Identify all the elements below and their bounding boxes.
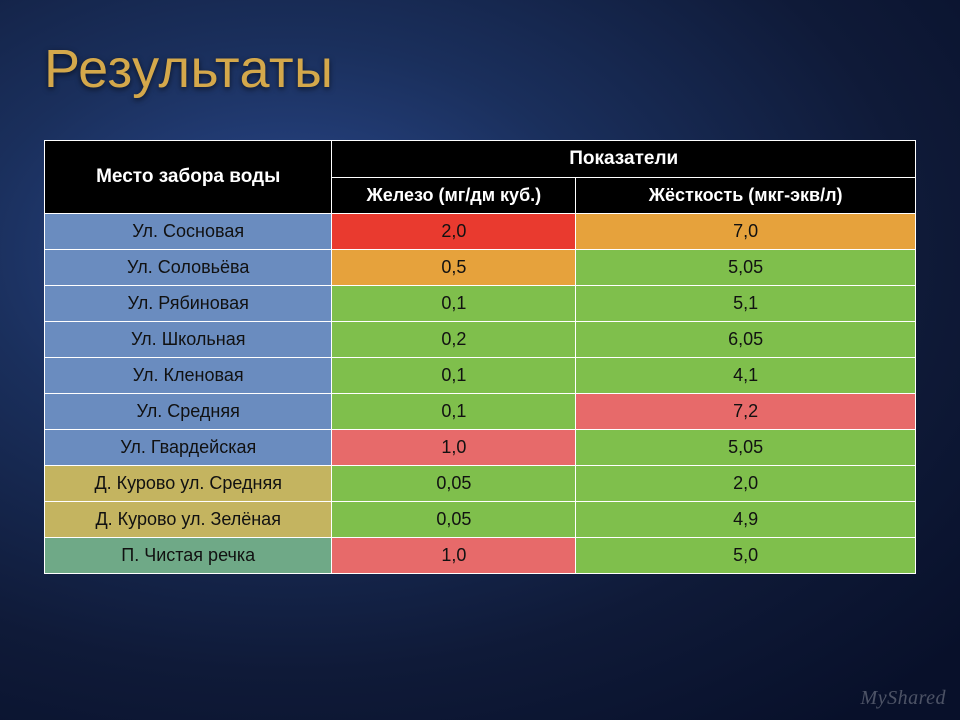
cell-location: Ул. Средняя [45, 394, 332, 430]
table-row: Ул. Сосновая2,07,0 [45, 214, 916, 250]
cell-location: Ул. Сосновая [45, 214, 332, 250]
cell-location: Д. Курово ул. Средняя [45, 466, 332, 502]
cell-hardness: 7,2 [576, 394, 916, 430]
table-row: Ул. Средняя0,17,2 [45, 394, 916, 430]
cell-hardness: 7,0 [576, 214, 916, 250]
table-row: Д. Курово ул. Зелёная0,054,9 [45, 502, 916, 538]
cell-location: Ул. Школьная [45, 322, 332, 358]
header-indicators: Показатели [332, 141, 916, 178]
header-iron: Железо (мг/дм куб.) [332, 178, 576, 214]
table-row: П. Чистая речка1,05,0 [45, 538, 916, 574]
cell-location: Д. Курово ул. Зелёная [45, 502, 332, 538]
cell-hardness: 5,05 [576, 250, 916, 286]
cell-iron: 0,1 [332, 286, 576, 322]
table-row: Д. Курово ул. Средняя0,052,0 [45, 466, 916, 502]
cell-iron: 0,5 [332, 250, 576, 286]
header-hardness: Жёсткость (мкг-экв/л) [576, 178, 916, 214]
cell-iron: 0,05 [332, 502, 576, 538]
results-table: Место забора воды Показатели Железо (мг/… [44, 140, 916, 574]
cell-iron: 0,1 [332, 358, 576, 394]
cell-hardness: 4,1 [576, 358, 916, 394]
table-row: Ул. Соловьёва0,55,05 [45, 250, 916, 286]
table-row: Ул. Гвардейская1,05,05 [45, 430, 916, 466]
cell-location: Ул. Кленовая [45, 358, 332, 394]
table-row: Ул. Школьная0,26,05 [45, 322, 916, 358]
table-body: Ул. Сосновая2,07,0Ул. Соловьёва0,55,05Ул… [45, 214, 916, 574]
cell-hardness: 5,1 [576, 286, 916, 322]
cell-iron: 0,05 [332, 466, 576, 502]
cell-location: П. Чистая речка [45, 538, 332, 574]
cell-hardness: 5,05 [576, 430, 916, 466]
cell-location: Ул. Соловьёва [45, 250, 332, 286]
cell-hardness: 6,05 [576, 322, 916, 358]
cell-iron: 0,2 [332, 322, 576, 358]
cell-iron: 2,0 [332, 214, 576, 250]
slide: Результаты Место забора воды Показатели … [0, 0, 960, 720]
cell-iron: 1,0 [332, 430, 576, 466]
cell-location: Ул. Гвардейская [45, 430, 332, 466]
slide-title: Результаты [44, 38, 333, 100]
cell-hardness: 5,0 [576, 538, 916, 574]
table-header-row-1: Место забора воды Показатели [45, 141, 916, 178]
table-row: Ул. Рябиновая0,15,1 [45, 286, 916, 322]
cell-location: Ул. Рябиновая [45, 286, 332, 322]
cell-hardness: 4,9 [576, 502, 916, 538]
results-table-container: Место забора воды Показатели Железо (мг/… [44, 140, 916, 574]
table-row: Ул. Кленовая0,14,1 [45, 358, 916, 394]
watermark: MyShared [861, 687, 946, 710]
cell-hardness: 2,0 [576, 466, 916, 502]
cell-iron: 0,1 [332, 394, 576, 430]
cell-iron: 1,0 [332, 538, 576, 574]
header-location: Место забора воды [45, 141, 332, 214]
